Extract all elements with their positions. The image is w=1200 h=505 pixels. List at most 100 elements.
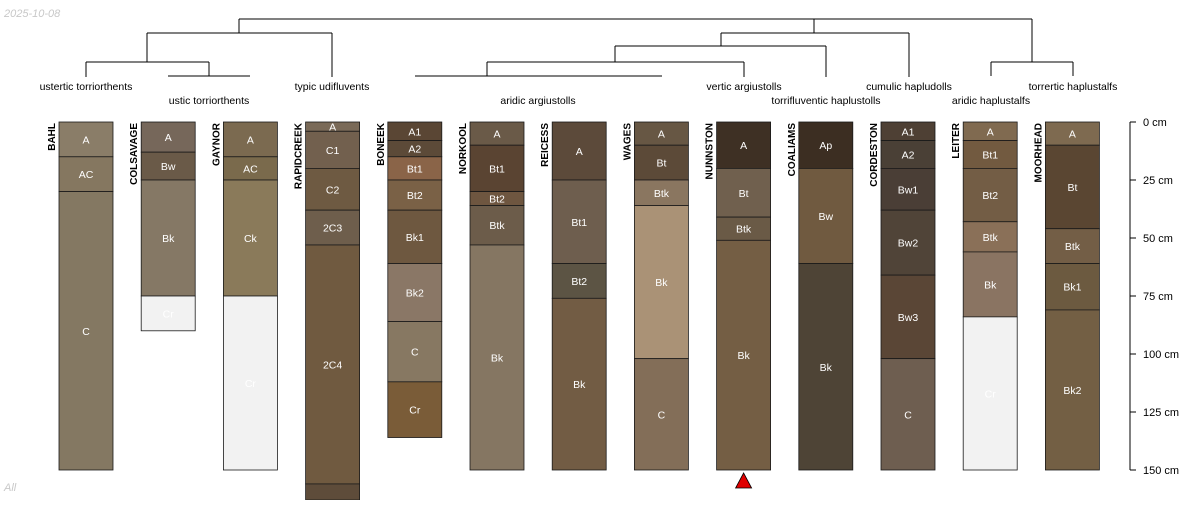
horizon-label: Bw3 [898,312,919,324]
axis-tick-label: 125 cm [1143,407,1179,419]
profile-name: COLSAVAGE [129,123,140,185]
horizon-label: Bt2 [407,190,423,202]
horizon-label: AC [79,169,94,181]
horizon-label: Btk [983,232,999,244]
profile-boneek: A1 A2 Bt1 Bt2 Bk1 Bk2 C Cr BONEEK [376,121,443,438]
axis-tick-label: 0 cm [1143,117,1167,129]
horizon-label: A [493,129,500,141]
axis-tick-label: 75 cm [1143,291,1173,303]
horizon-label: Bk1 [406,232,424,244]
horizon-label: A [1069,129,1076,141]
horizon-label: Cr [409,405,421,417]
horizon-label: Bk2 [1063,385,1081,397]
horizon-label: A1 [408,126,421,138]
profile-bahl: A AC C BAHL [47,121,114,471]
axis-tick-label: 25 cm [1143,175,1173,187]
marker-triangle [734,472,753,489]
horizon-label: 2C3 [323,223,342,235]
profile-name: LEITER [951,122,962,158]
horizon-label: Bt2 [982,190,998,202]
profile-colsavage: A Bw Bk Cr COLSAVAGE [129,121,196,332]
horizon-label: Bk [491,352,504,364]
profile-name: BAHL [47,123,58,151]
profile-moorhead: A Bt Btk Bk1 Bk2 MOORHEAD [1033,121,1100,471]
horizon-label: Bk [162,233,175,245]
taxon-label: aridic haplustalfs [952,95,1030,107]
profile-name: WAGES [622,123,633,161]
taxon-label: ustertic torriorthents [40,81,133,93]
horizon-label: Bw [819,211,834,223]
profile-name: BONEEK [376,122,387,166]
horizon-label: Bt [1067,182,1077,194]
horizon-label: 2C4 [323,359,342,371]
horizon-label: Cr [985,388,997,400]
horizon-label: AC [243,163,258,175]
horizon-label: C2 [326,184,340,196]
horizon-label: C [904,409,912,421]
horizon-label: Bk [820,362,833,374]
horizon-label: Bt1 [982,149,998,161]
horizon-label: Ck [244,233,258,245]
horizon-label: Btk [489,220,505,232]
horizon-label: Bt1 [571,217,587,229]
taxon-label: torrertic haplustalfs [1029,81,1118,93]
profile-gaynor: A AC Ck Cr GAYNOR [211,121,278,471]
horizon-label: C [658,409,666,421]
subset-label: All [4,482,17,494]
profile-reicess: A Bt1 Bt2 Bk REICESS [540,121,607,471]
horizon-label: Bk1 [1063,282,1081,294]
horizon-label: Bk [573,379,586,391]
horizon-label: Bt1 [407,163,423,175]
taxon-label: aridic argiustolls [500,95,575,107]
axis-tick-label: 150 cm [1143,465,1179,477]
taxon-label: vertic argiustolls [706,81,781,93]
horizon-label: A2 [902,149,915,161]
horizon-label: Bt1 [489,163,505,175]
profile-leiter: A Bt1 Bt2 Btk Bk Cr LEITER [951,121,1018,471]
profile-name: CORDESTON [869,123,880,187]
horizon-label: C [82,326,90,338]
profile-wages: A Bt Btk Bk C WAGES [622,121,689,471]
horizon-label: Btk [654,188,670,200]
horizon-label: A [576,146,583,158]
profile-name: REICESS [540,123,551,167]
horizon-label: A [740,140,747,152]
profile-name: MOORHEAD [1033,123,1044,182]
horizon-label: Bk2 [406,288,424,300]
horizon-label: A [165,132,172,144]
horizon-label: A [329,122,336,134]
horizon-label: Bw [161,161,176,173]
profile-name: COALIAMS [787,123,798,177]
profile-coaliams: Ap Bw Bk COALIAMS [787,121,854,471]
profile-name: RAPIDCREEK [294,122,305,189]
depth-axis: 0 cm 25 cm 50 cm 75 cm 100 cm 125 cm 150 cm [1129,117,1179,477]
horizon-label: A2 [408,144,421,156]
horizon-label: Btk [736,224,752,236]
horizon-label: A [247,134,254,146]
profile-name: NUNNSTON [705,123,716,179]
horizon-label: Bw2 [898,238,919,250]
horizon-label: Bt2 [571,276,587,288]
horizon-label: C1 [326,145,340,157]
axis-tick-label: 100 cm [1143,349,1179,361]
taxon-label: ustic torriorthents [169,95,250,107]
horizon-label: A [658,129,665,141]
horizon-label: Bt [656,158,666,170]
horizon-label: A [82,134,89,146]
horizon-label: Ap [819,140,832,152]
dendrogram: ustertic torriorthents ustic torriorthent… [40,18,1118,107]
profile-name: NORKOOL [458,123,469,174]
horizon-label: Bt [739,188,749,200]
horizon-label: Btk [1065,241,1081,253]
taxon-label: typic udifluvents [295,81,370,93]
horizon-label: C [411,347,419,359]
horizon-label: A1 [902,126,915,138]
profile-name: GAYNOR [211,122,222,166]
taxon-label: cumulic hapludolls [866,81,952,93]
horizon-label: Cr [163,308,175,320]
profile-cordeston: A1 A2 Bw1 Bw2 Bw3 C CORDESTON [869,121,936,471]
axis-tick-label: 50 cm [1143,233,1173,245]
horizon-label: Bk [984,279,997,291]
